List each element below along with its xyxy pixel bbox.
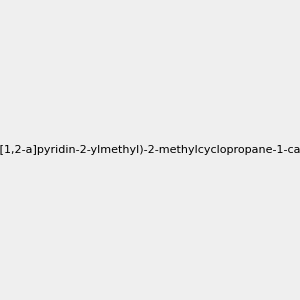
Text: N-(imidazo[1,2-a]pyridin-2-ylmethyl)-2-methylcyclopropane-1-carboxamide: N-(imidazo[1,2-a]pyridin-2-ylmethyl)-2-m…: [0, 145, 300, 155]
